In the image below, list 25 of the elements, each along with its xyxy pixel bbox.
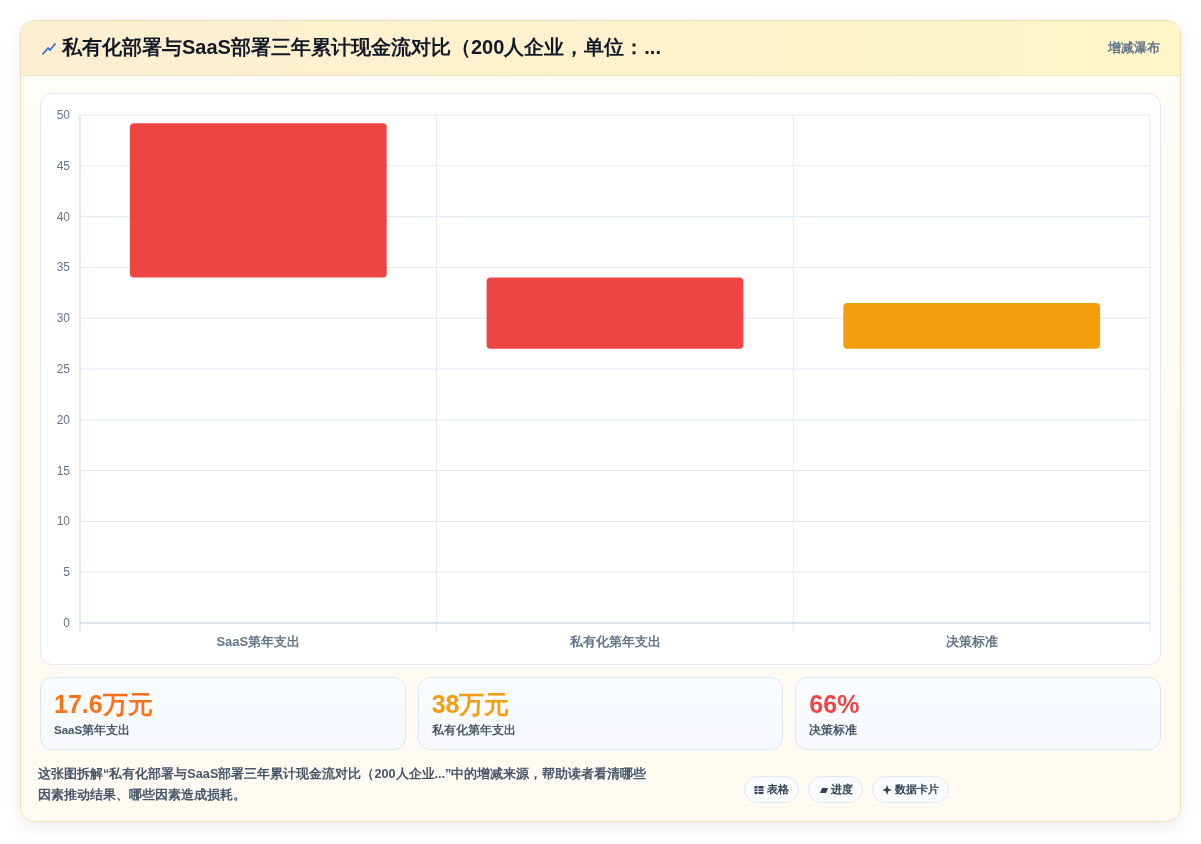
y-tick-label: 50 (56, 108, 71, 122)
card-value: 17.6万元 (54, 689, 153, 719)
x-tick-label: SaaS第年支出 (216, 634, 301, 649)
y-tick-label: 10 (56, 514, 71, 529)
y-tick-label: 0 (63, 616, 71, 630)
y-tick-label: 40 (56, 209, 71, 224)
y-tick-label: 25 (56, 362, 71, 376)
card-value: 38万元 (431, 689, 510, 719)
card-label: 决策标准 (809, 723, 858, 737)
plot-card: 0 5 10 15 20 25 30 35 40 45 50 SaaS第年支出 私有化第年支出 决策标准 (40, 93, 1161, 665)
y-tick-label: 5 (63, 565, 71, 580)
card-label: 私有化第年支出 (431, 723, 516, 737)
y-tick-label: 15 (56, 463, 71, 478)
x-tick-label: 决策标准 (945, 634, 998, 649)
card-value: 66% (809, 689, 860, 719)
y-tick-label: 30 (56, 311, 71, 326)
y-tick-label: 35 (56, 260, 71, 275)
y-tick-label: 20 (56, 412, 71, 427)
card-label: SaaS第年支出 (54, 723, 131, 737)
title: 私有化部署与SaaS部署三年累计现金流对比（200人企业，单位：... (62, 35, 661, 60)
y-tick-label: 45 (56, 158, 71, 173)
tag: 增减瀑布 (1108, 40, 1160, 56)
x-tick-label: 私有化第年支出 (568, 634, 661, 649)
caption: 这张图拆解“私有化部署与SaaS部署三年累计现金流对比（200人企业...”中的增减来源，帮助读者看清哪些因素推动结果、哪些因素造成损耗。 (38, 765, 648, 804)
button: 数据卡片 (872, 776, 949, 803)
